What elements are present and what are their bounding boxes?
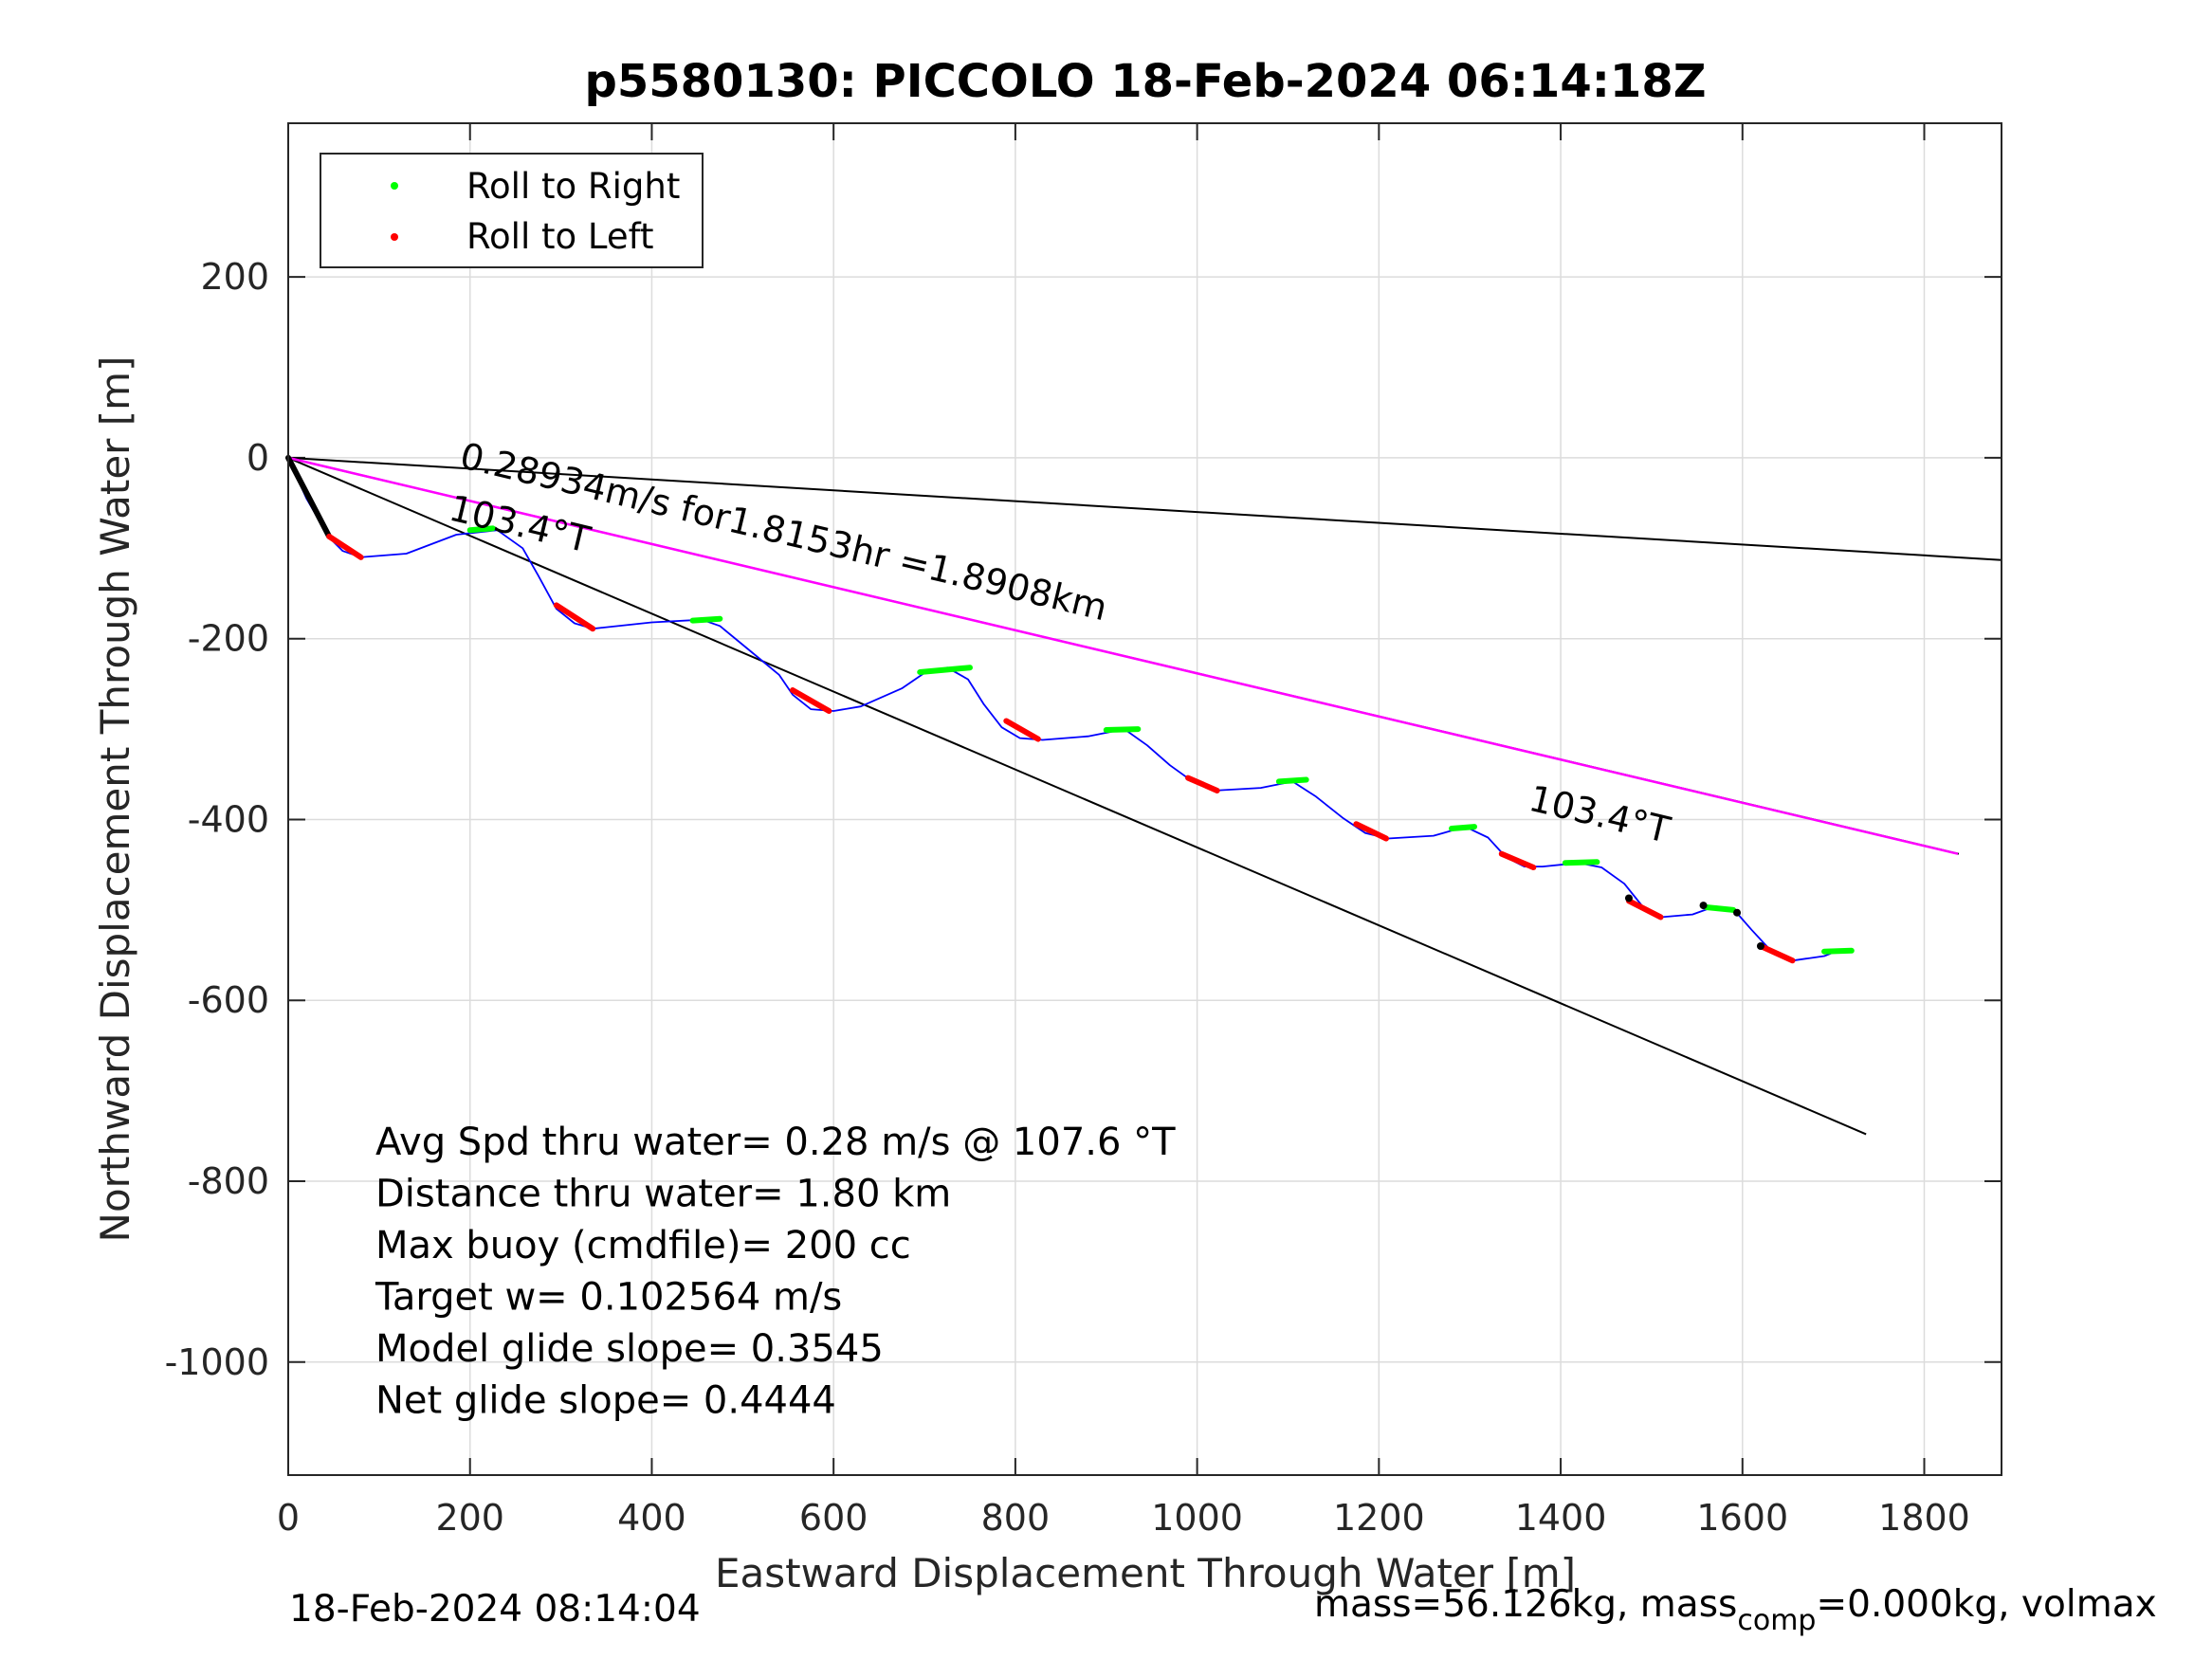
tick-label-x: 1800	[1878, 1497, 1970, 1539]
roll-left-marks	[1353, 821, 1390, 842]
tick-marks	[287, 123, 2002, 1475]
footer-mass-suffix: =0.000kg, volmax	[1816, 1583, 2157, 1626]
tick-label-y: -600	[188, 979, 269, 1021]
tick-label-y: -200	[188, 618, 269, 660]
speed-line	[287, 456, 1959, 855]
roll-left-marks	[1498, 850, 1537, 871]
tick-label-y: -800	[188, 1160, 269, 1202]
roll-left-marks	[790, 687, 832, 714]
roll-right-marks	[1821, 947, 1855, 955]
tick-label-y: -1000	[165, 1341, 269, 1383]
stats-line: Target w= 0.102564 m/s	[375, 1276, 842, 1320]
heading-line	[287, 457, 1867, 1136]
roll-right-marks	[466, 525, 496, 534]
roll-left-marks	[1625, 898, 1664, 921]
roll-right-marks	[1703, 903, 1737, 913]
legend-marker-roll-right	[391, 182, 398, 190]
stats-line: Distance thru water= 1.80 km	[375, 1173, 951, 1216]
roll-right-marks	[917, 665, 973, 675]
heading-lines	[287, 456, 2002, 1136]
tick-label-y: 0	[247, 437, 269, 479]
roll-right-marks	[1275, 776, 1309, 785]
tick-label-y: 200	[200, 256, 269, 298]
tick-label-x: 1200	[1333, 1497, 1425, 1539]
tick-label-x: 200	[435, 1497, 504, 1539]
stats-line: Model glide slope= 0.3545	[375, 1327, 884, 1371]
chart-title: p5580130: PICCOLO 18-Feb-2024 06:14:18Z	[584, 55, 1706, 108]
legend-label-roll-left: Roll to Left	[466, 216, 654, 257]
dive-start-segment	[285, 454, 333, 539]
legend-marker-roll-left	[391, 233, 398, 241]
tick-label-x: 1400	[1515, 1497, 1607, 1539]
tick-label-x: 400	[617, 1497, 686, 1539]
legend-label-roll-right: Roll to Right	[466, 166, 680, 207]
black-point	[1756, 942, 1764, 950]
tick-label-x: 600	[799, 1497, 868, 1539]
black-point	[1733, 908, 1742, 917]
roll-left-marks	[326, 533, 364, 560]
legend: Roll to Right Roll to Left	[320, 153, 704, 268]
footer-mass-info: mass=56.126kg, masscomp=0.000kg, volmax	[1314, 1583, 2157, 1637]
annotation-label: 103.4°T	[1526, 777, 1675, 851]
grid	[287, 123, 2002, 1475]
roll-left-marks	[1003, 718, 1041, 742]
heading-line	[287, 456, 2002, 561]
black-point	[1699, 902, 1708, 910]
roll-right-marks	[1562, 859, 1600, 866]
footer-mass-subscript: comp	[1737, 1604, 1817, 1637]
x-axis-label: Eastward Displacement Through Water [m]	[715, 1550, 1576, 1596]
roll-left-marks	[1185, 775, 1220, 793]
tick-label-x: 0	[277, 1497, 300, 1539]
stats-block: Avg Spd thru water= 0.28 m/s @ 107.6 °T D…	[375, 1121, 1176, 1423]
y-axis-label: Northward Displacement Through Water [m]	[92, 356, 138, 1243]
roll-left-marks	[1757, 943, 1796, 964]
tick-label-x: 800	[981, 1497, 1051, 1539]
footer-timestamp: 18-Feb-2024 08:14:04	[289, 1588, 701, 1631]
footer-mass-prefix: mass=56.126kg, mass	[1314, 1583, 1738, 1626]
stats-line: Net glide slope= 0.4444	[375, 1379, 836, 1423]
legend-box	[320, 153, 704, 268]
roll-marks	[285, 454, 1855, 964]
stats-line: Max buoy (cmdfile)= 200 cc	[375, 1224, 911, 1267]
roll-right-marks	[1103, 726, 1142, 734]
roll-right-marks	[1449, 824, 1477, 831]
plot-frame	[287, 122, 2002, 1476]
tick-labels: 0 200 400 600 800 1000 1200 1400 1600 18002000-20…	[165, 256, 1970, 1539]
tick-label-x: 1000	[1151, 1497, 1243, 1539]
tick-label-x: 1600	[1696, 1497, 1788, 1539]
stats-line: Avg Spd thru water= 0.28 m/s @ 107.6 °T	[375, 1121, 1176, 1164]
roll-left-marks	[553, 602, 596, 632]
black-point	[1624, 894, 1633, 902]
roll-right-marks	[689, 615, 723, 624]
tick-label-y: -400	[188, 798, 269, 840]
